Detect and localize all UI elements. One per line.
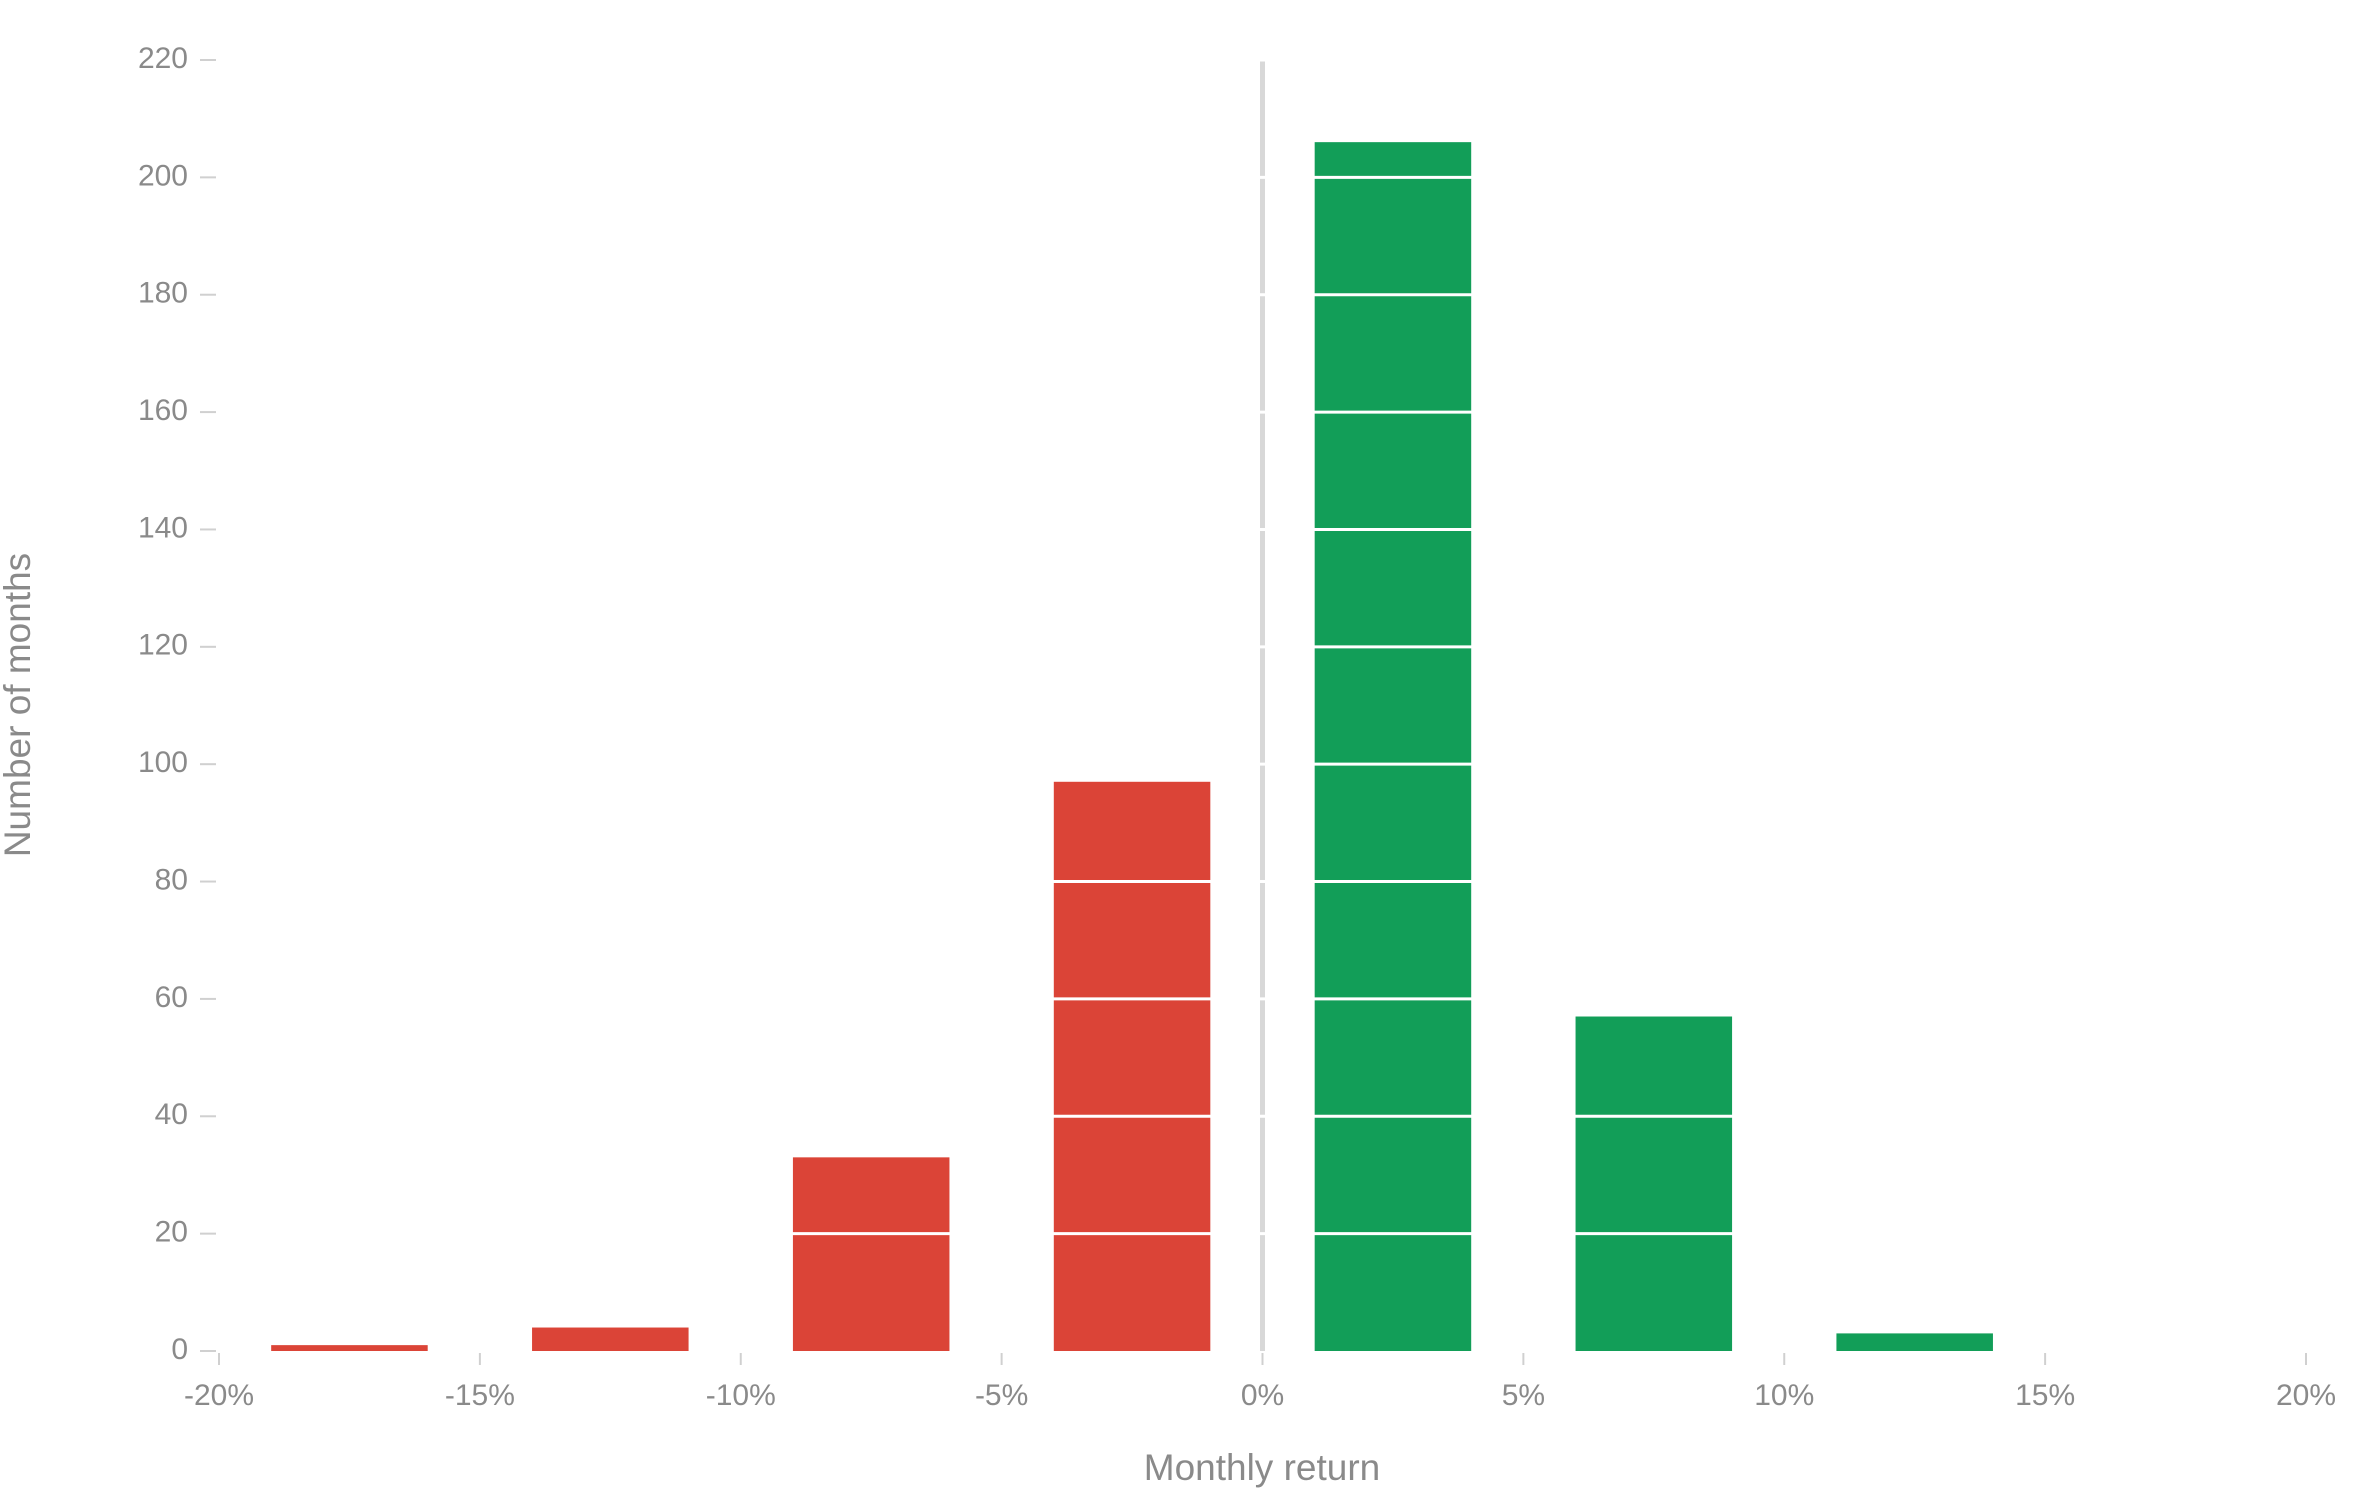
bar bbox=[1053, 781, 1211, 1351]
y-axis-label: Number of months bbox=[0, 553, 38, 857]
bar bbox=[1575, 1016, 1733, 1351]
x-tick-label: -5% bbox=[975, 1379, 1028, 1412]
y-tick-label: 0 bbox=[171, 1333, 188, 1366]
x-tick-label: 5% bbox=[1502, 1379, 1545, 1412]
x-tick-label: 10% bbox=[1754, 1379, 1814, 1412]
x-tick-label: 0% bbox=[1241, 1379, 1284, 1412]
x-tick-label: 20% bbox=[2276, 1379, 2336, 1412]
x-tick-label: -10% bbox=[706, 1379, 776, 1412]
y-tick-label: 140 bbox=[138, 511, 188, 544]
y-tick-label: 80 bbox=[155, 863, 188, 896]
y-tick-label: 120 bbox=[138, 629, 188, 662]
x-tick-label: -15% bbox=[445, 1379, 515, 1412]
bar bbox=[271, 1345, 428, 1351]
bar bbox=[792, 1157, 950, 1351]
x-tick-label: -20% bbox=[184, 1379, 254, 1412]
y-tick-label: 60 bbox=[155, 981, 188, 1014]
y-tick-label: 40 bbox=[155, 1098, 188, 1131]
y-tick-label: 220 bbox=[138, 42, 188, 75]
bar bbox=[532, 1327, 689, 1351]
bar bbox=[1314, 142, 1472, 1351]
x-tick-label: 15% bbox=[2015, 1379, 2075, 1412]
y-tick-label: 100 bbox=[138, 746, 188, 779]
y-tick-label: 20 bbox=[155, 1216, 188, 1249]
y-tick-label: 200 bbox=[138, 159, 188, 192]
y-tick-label: 180 bbox=[138, 277, 188, 310]
y-tick-label: 160 bbox=[138, 394, 188, 427]
bar bbox=[1836, 1333, 1993, 1351]
x-axis-label: Monthly return bbox=[1144, 1447, 1381, 1488]
